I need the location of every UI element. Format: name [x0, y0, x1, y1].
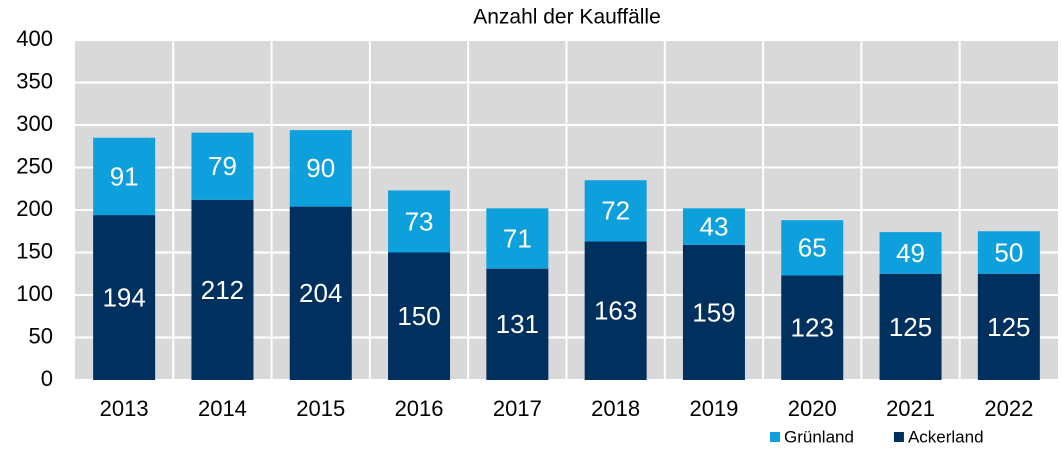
bar-segment — [486, 268, 549, 380]
y-tick-label: 0 — [41, 366, 53, 391]
legend-swatch — [770, 432, 780, 442]
bar-segment — [388, 190, 451, 253]
legend-label: Ackerland — [908, 427, 984, 446]
legend-swatch — [893, 432, 904, 442]
data-label: 72 — [601, 196, 630, 226]
bar-segment — [781, 220, 844, 276]
data-label: 123 — [791, 313, 834, 343]
data-label: 159 — [692, 297, 735, 327]
bar-segment — [289, 130, 352, 207]
x-tick-label: 2013 — [100, 396, 149, 421]
legend-label: Grünland — [784, 427, 854, 446]
x-tick-label: 2016 — [395, 396, 444, 421]
data-label: 79 — [208, 151, 237, 181]
x-tick-label: 2018 — [591, 396, 640, 421]
y-tick-label: 200 — [16, 196, 53, 221]
data-label: 50 — [994, 237, 1023, 267]
bar-segment — [977, 231, 1040, 274]
bar-segment — [682, 208, 745, 245]
data-label: 131 — [496, 309, 539, 339]
bar-segment — [191, 199, 254, 380]
data-label: 90 — [306, 153, 335, 183]
data-label: 71 — [503, 223, 532, 253]
bar-segment — [977, 273, 1040, 380]
data-label: 212 — [201, 275, 244, 305]
bar-segment — [879, 232, 942, 274]
data-label: 204 — [299, 278, 342, 308]
y-tick-label: 50 — [29, 323, 53, 348]
data-label: 65 — [798, 233, 827, 263]
bar-segment — [682, 244, 745, 380]
data-label: 194 — [102, 282, 145, 312]
bar-segment — [584, 180, 647, 242]
bar-segment — [289, 206, 352, 380]
y-tick-label: 400 — [16, 26, 53, 51]
x-tick-label: 2022 — [984, 396, 1033, 421]
y-tick-label: 350 — [16, 68, 53, 93]
x-tick-label: 2019 — [689, 396, 738, 421]
bar-segment — [781, 275, 844, 380]
data-label: 49 — [896, 238, 925, 268]
data-label: 43 — [699, 211, 728, 241]
bar-segment — [93, 137, 156, 216]
bar-segment — [191, 132, 254, 200]
y-tick-label: 100 — [16, 281, 53, 306]
x-tick-label: 2020 — [788, 396, 837, 421]
x-tick-label: 2014 — [198, 396, 247, 421]
data-label: 73 — [405, 206, 434, 236]
bar-segment — [388, 252, 451, 380]
x-tick-label: 2015 — [296, 396, 345, 421]
x-tick-label: 2021 — [886, 396, 935, 421]
y-tick-label: 300 — [16, 111, 53, 136]
bar-segment — [93, 215, 156, 380]
y-tick-label: 250 — [16, 153, 53, 178]
x-tick-label: 2017 — [493, 396, 542, 421]
y-tick-label: 150 — [16, 238, 53, 263]
data-label: 125 — [987, 312, 1030, 342]
bar-segment — [486, 208, 549, 269]
bar-segment — [879, 273, 942, 380]
data-label: 91 — [110, 161, 139, 191]
data-label: 163 — [594, 296, 637, 326]
chart-title: Anzahl der Kauffälle — [473, 6, 661, 29]
bar-segment — [584, 241, 647, 380]
data-label: 125 — [889, 312, 932, 342]
data-label: 150 — [397, 301, 440, 331]
